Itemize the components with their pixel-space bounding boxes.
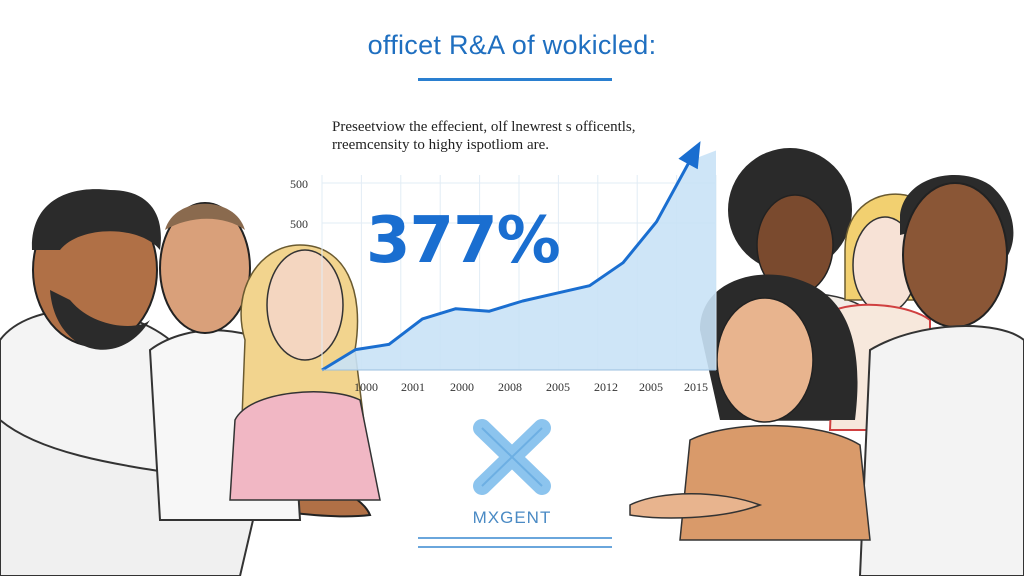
x-tick-label: 2008 xyxy=(498,380,522,394)
y-tick-label: 500 xyxy=(290,217,308,231)
x-tick-label: 2012 xyxy=(594,380,618,394)
subtitle: Preseetviow the effecient, olf lnewrest … xyxy=(332,118,692,154)
series-area xyxy=(322,150,716,370)
subtitle-line: Preseetviow the effecient, olf lnewrest … xyxy=(332,119,636,135)
person-left-bearded-man xyxy=(0,189,372,576)
title-underline xyxy=(418,78,612,81)
x-tick-label: 2015 xyxy=(684,380,708,394)
series-line xyxy=(321,159,692,372)
brand-label: MXGENT xyxy=(472,508,552,527)
footer-rule xyxy=(418,537,612,539)
y-tick-label: 500 xyxy=(290,177,308,191)
x-tick-label: 1000 xyxy=(354,380,378,394)
page-title: officet R&A of wokicled: xyxy=(367,30,657,60)
person-dark-haired-woman xyxy=(629,274,871,541)
subtitle-line: rreemcensity to highy ispotliom are. xyxy=(332,137,550,153)
person-blonde-woman xyxy=(229,244,381,501)
x-tick-label: 2000 xyxy=(450,380,474,394)
x-tick-label: 2005 xyxy=(639,380,663,394)
arrow-up-right-icon xyxy=(678,141,701,170)
footer-rule xyxy=(418,546,612,548)
x-tick-label: 2001 xyxy=(401,380,425,394)
x-tick-label: 2005 xyxy=(546,380,570,394)
person-right-man xyxy=(858,175,1024,576)
highlight-stat: 377% xyxy=(366,204,561,278)
